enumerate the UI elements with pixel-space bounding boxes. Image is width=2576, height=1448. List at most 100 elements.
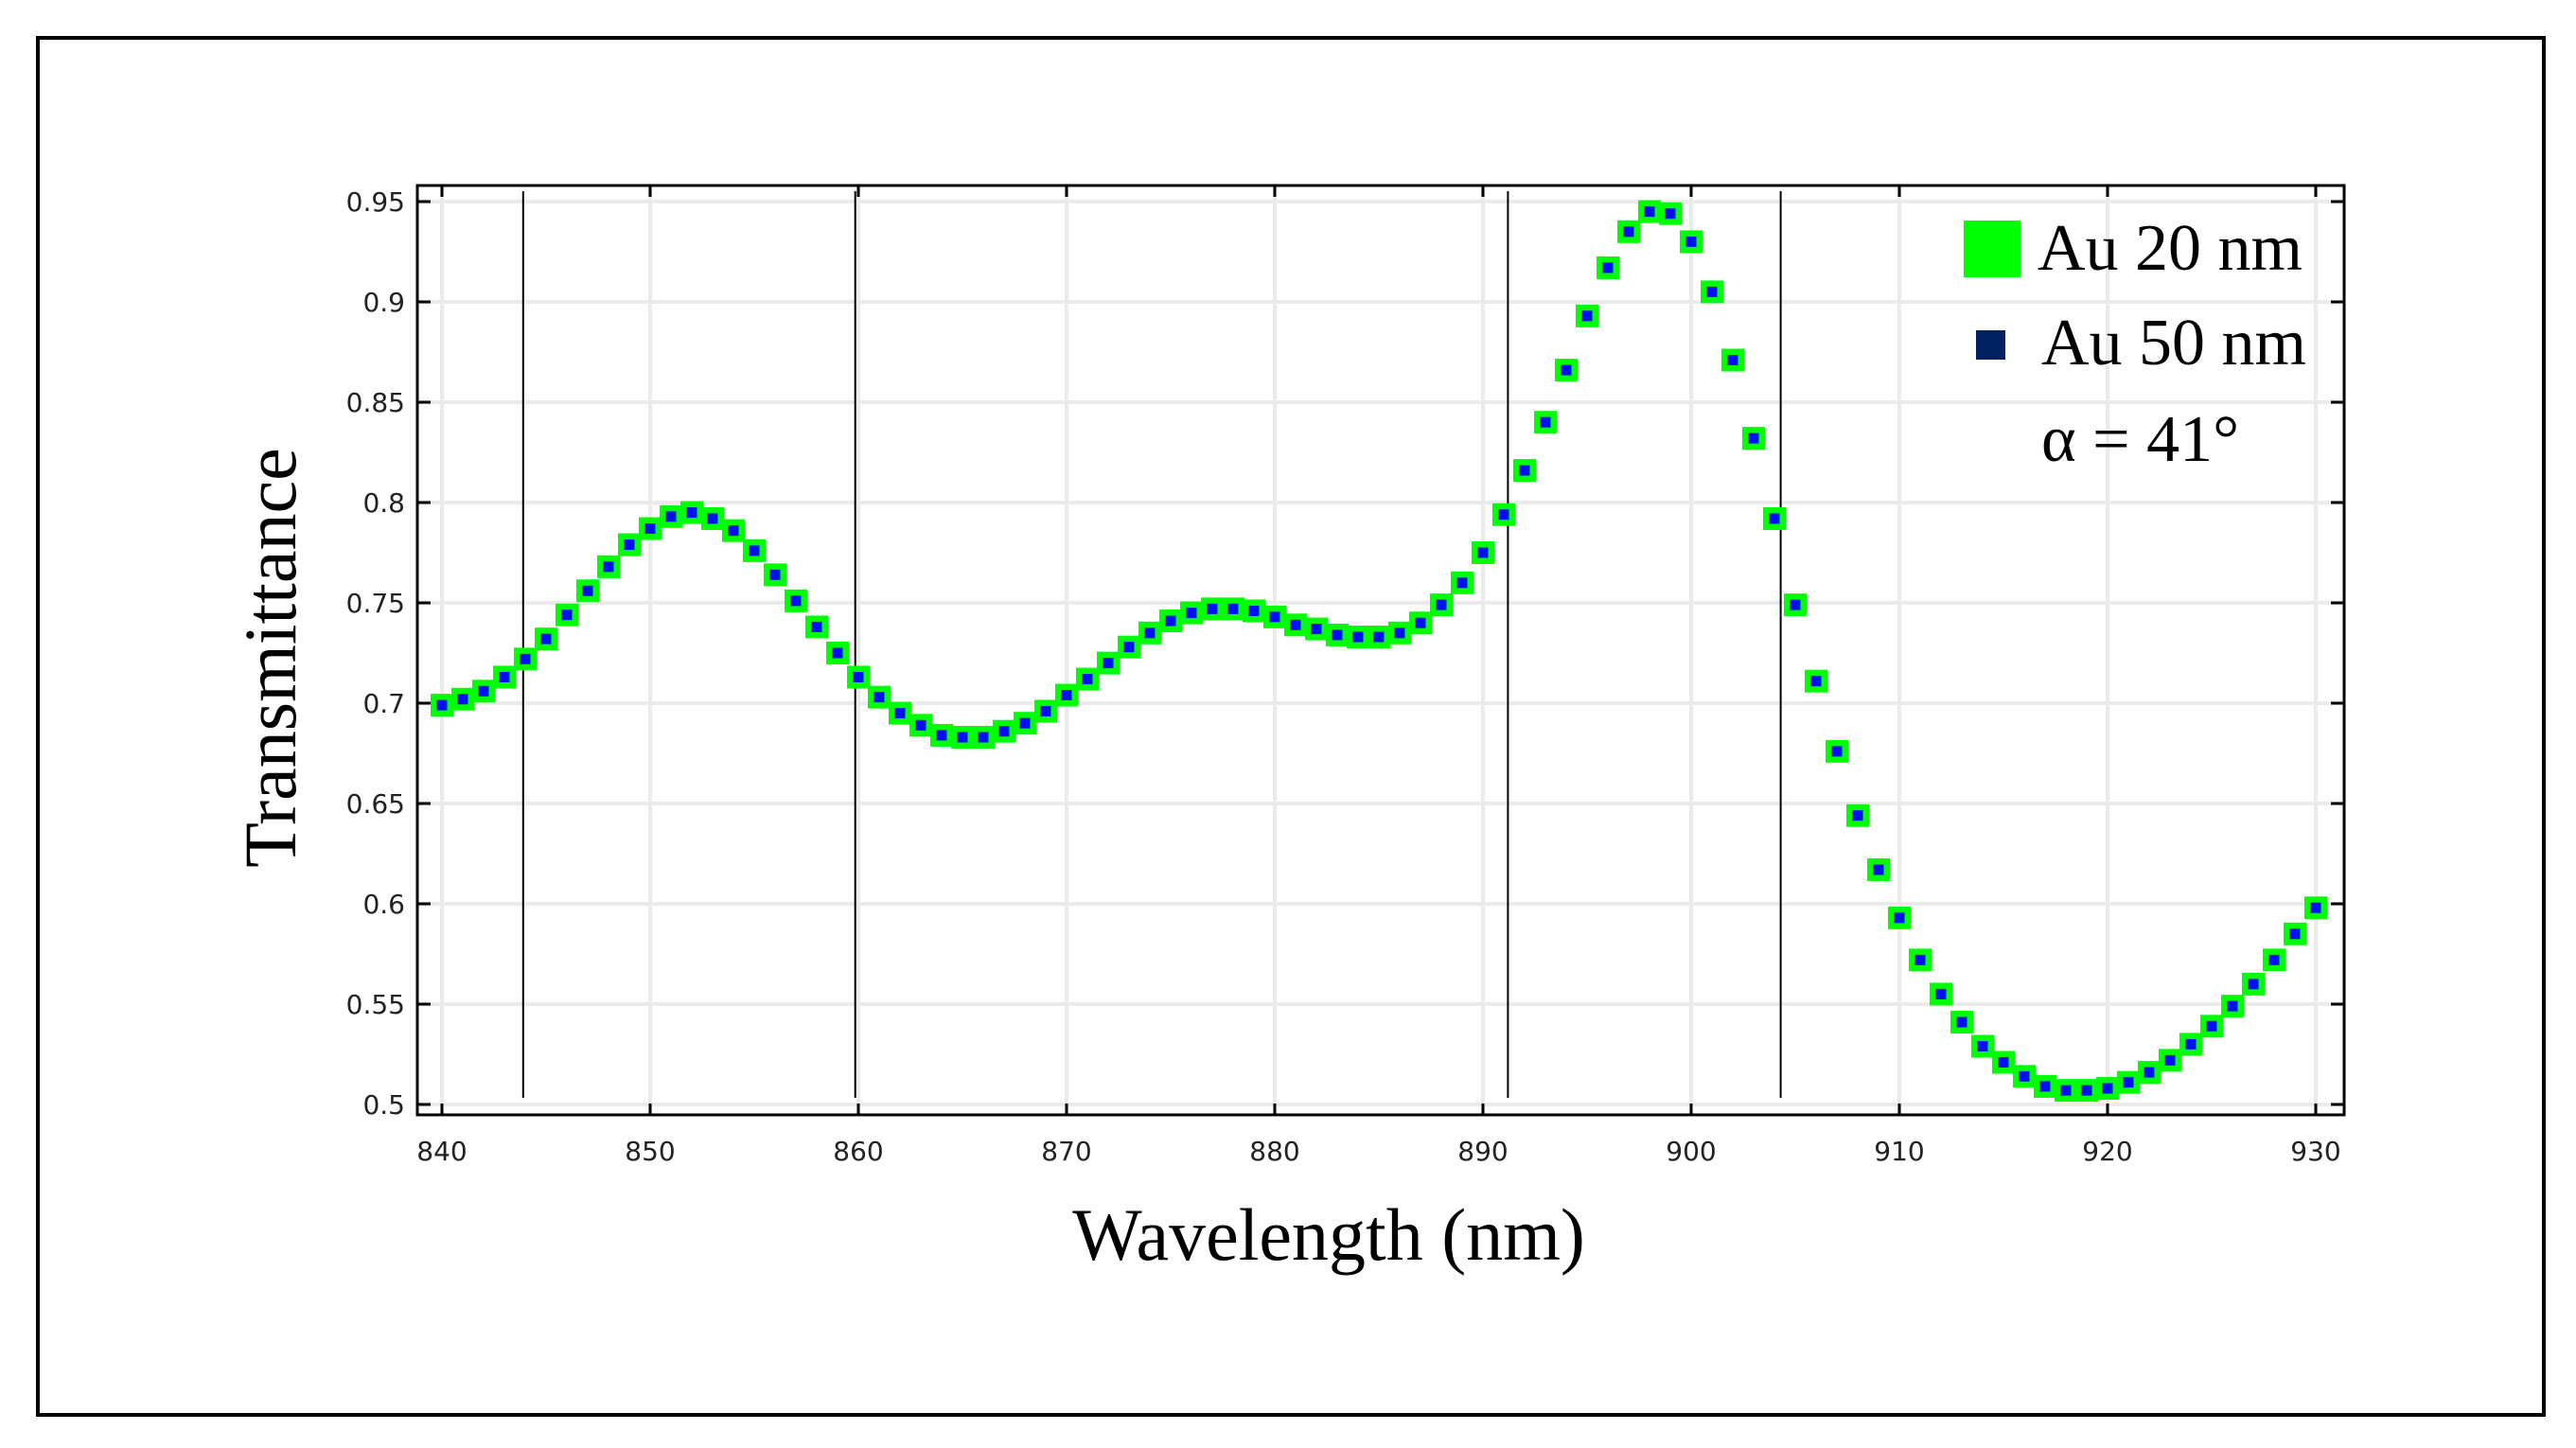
legend: Au 20 nm Au 50 nm α = 41° <box>1964 212 2306 476</box>
data-point-au50 <box>1873 864 1884 875</box>
data-point-au50 <box>1727 354 1738 365</box>
data-point-au50 <box>978 732 989 743</box>
data-point-au50 <box>1394 627 1405 639</box>
data-point-au50 <box>1685 236 1697 247</box>
data-point-au50 <box>520 653 531 664</box>
data-point-au50 <box>749 545 760 556</box>
data-point-au50 <box>1810 676 1822 687</box>
data-point-au50 <box>1123 642 1135 653</box>
data-point-au50 <box>1665 208 1676 220</box>
data-point-au50 <box>2185 1038 2197 1050</box>
x-tick-labels: 840 850 860 870 880 890 900 910 920 930 <box>416 1136 2340 1167</box>
x-tick-label: 920 <box>2082 1136 2132 1167</box>
data-point-au50 <box>436 699 448 711</box>
plot-area <box>417 185 2344 1115</box>
data-point-au50 <box>1831 746 1843 757</box>
data-point-au50 <box>1748 433 1759 444</box>
legend-label-au50: Au 50 nm <box>2041 307 2306 380</box>
data-point-au50 <box>624 539 635 551</box>
data-point-au50 <box>1332 629 1343 641</box>
data-point-au50 <box>1935 988 1947 999</box>
y-tick-label: 0.95 <box>346 186 405 218</box>
x-tick-label: 860 <box>833 1136 883 1167</box>
data-point-au50 <box>1977 1041 1988 1052</box>
data-point-au50 <box>1998 1056 2009 1068</box>
x-tick-label: 840 <box>416 1136 467 1167</box>
grid-lines <box>419 187 2342 1113</box>
figure-frame <box>36 36 2546 1417</box>
data-point-au50 <box>582 585 593 596</box>
y-tick-label: 0.75 <box>346 588 405 619</box>
data-point-au50 <box>894 708 906 719</box>
data-point-au50 <box>915 719 926 731</box>
x-axis-title: Wavelength (nm) <box>1072 1193 1585 1276</box>
data-point-au50 <box>1769 513 1780 524</box>
x-tick-label: 930 <box>2290 1136 2340 1167</box>
data-point-au50 <box>1956 1016 1967 1028</box>
data-point-au50 <box>2144 1067 2155 1078</box>
axes-box <box>415 184 2346 1117</box>
data-point-au50 <box>2081 1085 2092 1096</box>
data-point-au50 <box>1477 547 1489 558</box>
data-point-au50 <box>1373 631 1385 643</box>
data-point-au50 <box>1561 364 1572 376</box>
data-point-au50 <box>1040 705 1051 716</box>
data-point-au50 <box>873 692 885 703</box>
x-tick-label: 850 <box>625 1136 675 1167</box>
data-point-au50 <box>1581 310 1593 322</box>
data-point-au50 <box>644 523 656 535</box>
y-tick-label: 0.7 <box>362 688 405 719</box>
y-tick-label: 0.85 <box>346 387 405 418</box>
data-point-au50 <box>790 595 802 607</box>
data-point-au50 <box>1207 603 1218 614</box>
data-point-au50 <box>1352 631 1364 643</box>
data-point-au50 <box>1602 262 1614 274</box>
y-tick-label: 0.5 <box>362 1089 405 1121</box>
data-point-au50 <box>811 621 822 632</box>
data-point-au50 <box>478 685 489 697</box>
data-point-au50 <box>2102 1083 2113 1094</box>
x-tick-label: 900 <box>1666 1136 1716 1167</box>
data-point-au50 <box>2227 1000 2238 1012</box>
y-tick-label: 0.55 <box>346 989 405 1020</box>
data-point-au50 <box>769 569 781 580</box>
data-point-au50 <box>2039 1081 2051 1092</box>
data-point-au50 <box>936 730 947 741</box>
data-point-au50 <box>1019 717 1031 729</box>
data-point-au50 <box>1165 615 1176 627</box>
data-point-au50 <box>2248 979 2259 990</box>
data-point-au50 <box>2206 1020 2217 1032</box>
data-point-au50 <box>832 647 843 659</box>
data-point-au50 <box>1082 674 1093 685</box>
x-tick-label: 910 <box>1874 1136 1924 1167</box>
data-point-au50 <box>561 609 573 621</box>
data-point-au50 <box>2060 1085 2072 1096</box>
data-point-au50 <box>2019 1070 2030 1082</box>
legend-marker-au20-icon <box>1964 221 2020 277</box>
data-point-au50 <box>1644 206 1655 218</box>
data-point-au50 <box>1540 416 1551 428</box>
data-point-au50 <box>707 513 718 524</box>
data-point-au50 <box>998 726 1010 737</box>
data-point-au50 <box>2164 1054 2176 1066</box>
data-point-au50 <box>1456 577 1468 589</box>
data-point-au50 <box>603 561 614 573</box>
data-point-au50 <box>1706 286 1718 297</box>
data-point-au50 <box>2123 1077 2134 1088</box>
reference-vertical-lines <box>521 191 1782 1098</box>
y-tick-label: 0.8 <box>362 487 405 519</box>
data-point-au50 <box>499 671 510 682</box>
series-au-50nm <box>436 206 2321 1096</box>
data-point-au50 <box>853 671 864 682</box>
data-point-au50 <box>1103 658 1114 669</box>
data-point-au50 <box>1186 608 1197 619</box>
data-point-au50 <box>1311 624 1322 635</box>
y-tick-label: 0.6 <box>362 889 405 920</box>
data-point-au50 <box>1790 599 1801 610</box>
data-point-au50 <box>2310 902 2321 913</box>
x-tick-label: 870 <box>1041 1136 1091 1167</box>
data-point-au50 <box>1061 690 1072 701</box>
data-point-au50 <box>457 694 468 705</box>
data-point-au50 <box>1269 611 1280 623</box>
data-point-au50 <box>728 525 739 537</box>
